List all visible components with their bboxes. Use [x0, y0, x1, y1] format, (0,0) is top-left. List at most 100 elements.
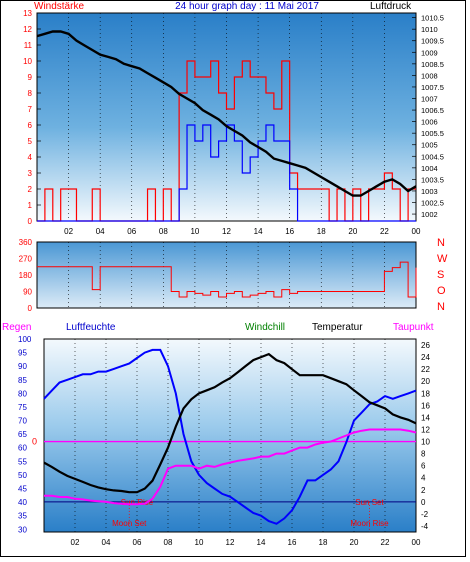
wind-tick-label: 9: [28, 73, 33, 82]
temperature-tick-label: 18: [421, 389, 430, 398]
pressure-tick-label: 1006: [421, 118, 438, 127]
pressure-tick-label: 1003: [421, 187, 438, 196]
wind-tick-label: 0: [28, 217, 33, 226]
x-tick-label: 10: [195, 538, 204, 547]
x-tick-label: 14: [254, 227, 263, 236]
label-windstaerke: Windstärke: [34, 1, 84, 12]
wind-tick-label: 6: [28, 121, 33, 130]
temperature-tick-label: -2: [421, 510, 429, 519]
x-tick-label: 00: [412, 538, 421, 547]
temperature-tick-label: 14: [421, 413, 430, 422]
pressure-tick-label: 1005.5: [421, 129, 444, 138]
wind-tick-label: 7: [28, 105, 33, 114]
direction-tick-label: 360: [19, 238, 33, 247]
humidity-tick-label: 75: [18, 403, 27, 412]
pressure-tick-label: 1008: [421, 71, 438, 80]
x-tick-label: 04: [96, 227, 105, 236]
label-windchill: Windchill: [245, 322, 285, 333]
label-taupunkt: Taupunkt: [393, 322, 434, 333]
label-temperatur: Temperatur: [312, 322, 363, 333]
label-luftfeuchte: Luftfeuchte: [66, 322, 116, 333]
humidity-tick-label: 55: [18, 457, 27, 466]
x-tick-label: 22: [381, 538, 390, 547]
pressure-tick-label: 1004: [421, 164, 438, 173]
series-luftdruck: [36, 30, 417, 197]
wind-tick-label: 1: [28, 201, 33, 210]
moon-rise-label: Moon Rise: [350, 519, 389, 528]
x-tick-label: 02: [71, 538, 80, 547]
temperature-tick-label: 10: [421, 438, 430, 447]
x-tick-label: 16: [288, 538, 297, 547]
x-tick-label: 20: [350, 538, 359, 547]
humidity-tick-label: 35: [18, 512, 27, 521]
compass-label: N: [437, 301, 445, 313]
series-windstaerke: [37, 60, 416, 222]
x-tick-label: 18: [319, 538, 328, 547]
pressure-tick-label: 1009: [421, 48, 438, 57]
direction-tick-label: 180: [19, 271, 33, 280]
pressure-tick-label: 1009.5: [421, 37, 444, 46]
pressure-tick-label: 1007.5: [421, 83, 444, 92]
temperature-tick-label: -4: [421, 522, 429, 531]
humidity-tick-label: 95: [18, 349, 27, 358]
sun-set-label: Sun Set: [355, 498, 384, 507]
wind-tick-label: 8: [28, 89, 33, 98]
wind-tick-label: 13: [23, 9, 32, 18]
humidity-tick-label: 60: [18, 444, 27, 453]
compass-label: O: [437, 285, 446, 297]
x-tick-label: 20: [348, 227, 357, 236]
pressure-tick-label: 1004.5: [421, 152, 444, 161]
temperature-tick-label: 20: [421, 377, 430, 386]
x-tick-label: 14: [257, 538, 266, 547]
series-boeen: [37, 124, 416, 222]
pressure-tick-label: 1006.5: [421, 106, 444, 115]
humidity-tick-label: 50: [18, 471, 27, 480]
wind-tick-label: 4: [28, 153, 33, 162]
chart-title: 24 hour graph day : 11 Mai 2017: [175, 1, 319, 12]
pressure-tick-label: 1010: [421, 25, 438, 34]
x-tick-label: 06: [127, 227, 136, 236]
temperature-tick-label: 4: [421, 474, 426, 483]
x-tick-label: 12: [226, 538, 235, 547]
pressure-tick-label: 1008.5: [421, 60, 444, 69]
humidity-tick-label: 65: [18, 430, 27, 439]
wind-tick-label: 2: [28, 185, 33, 194]
wind-tick-label: 11: [24, 41, 33, 50]
compass-label: N: [437, 237, 445, 249]
temperature-tick-label: 6: [421, 462, 426, 471]
label-regen: Regen: [2, 322, 31, 333]
humidity-tick-label: 90: [18, 362, 27, 371]
compass-label: S: [437, 269, 444, 281]
pressure-tick-label: 1010.5: [421, 14, 444, 23]
x-tick-label: 08: [159, 227, 168, 236]
x-tick-label: 04: [102, 538, 111, 547]
x-tick-label: 12: [222, 227, 231, 236]
temperature-tick-label: 24: [421, 353, 430, 362]
x-tick-label: 06: [133, 538, 142, 547]
x-tick-label: 10: [190, 227, 199, 236]
x-tick-label: 02: [64, 227, 73, 236]
temperature-tick-label: 8: [421, 450, 426, 459]
compass-label: W: [437, 253, 448, 265]
pressure-tick-label: 1002.5: [421, 199, 444, 208]
direction-tick-label: 0: [28, 304, 33, 313]
zero-marker: 0: [32, 437, 37, 447]
series-taupunkt: [44, 428, 417, 506]
humidity-tick-label: 40: [18, 498, 27, 507]
humidity-tick-label: 45: [18, 485, 27, 494]
humidity-tick-label: 80: [18, 389, 27, 398]
humidity-tick-label: 85: [18, 376, 27, 385]
temperature-tick-label: 2: [421, 486, 426, 495]
x-tick-label: 08: [164, 538, 173, 547]
wind-tick-label: 12: [23, 25, 32, 34]
pressure-tick-label: 1003.5: [421, 175, 444, 184]
temperature-tick-label: 16: [421, 401, 430, 410]
label-luftdruck: Luftdruck: [370, 1, 412, 12]
wind-tick-label: 5: [28, 137, 33, 146]
direction-tick-label: 90: [23, 288, 32, 297]
sun-rise-label: Sun Rise: [121, 498, 154, 507]
x-tick-label: 18: [317, 227, 326, 236]
temperature-tick-label: 0: [421, 498, 426, 507]
pressure-tick-label: 1005: [421, 141, 438, 150]
